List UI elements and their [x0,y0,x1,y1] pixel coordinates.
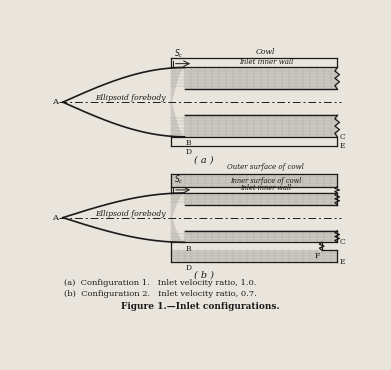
Text: Inner surface of cowl: Inner surface of cowl [230,177,301,185]
Text: B: B [186,245,192,253]
Text: Cowl: Cowl [256,48,276,56]
Text: A: A [52,98,58,106]
Text: Inlet inner wall: Inlet inner wall [239,58,293,66]
Text: $S_c$: $S_c$ [174,174,184,186]
Text: (a)  Configuration 1.   Inlet velocity ratio, 1.0.: (a) Configuration 1. Inlet velocity rati… [65,279,257,287]
Polygon shape [171,250,337,262]
Text: (b)  Configuration 2.   Inlet velocity ratio, 0.7.: (b) Configuration 2. Inlet velocity rati… [65,290,257,298]
Text: E: E [339,258,345,266]
Text: B: B [186,139,192,147]
Text: Outer surface of cowl: Outer surface of cowl [228,164,304,171]
Text: A: A [52,213,58,222]
Text: C: C [339,133,345,141]
Text: Inlet inner wall: Inlet inner wall [240,184,292,192]
Text: F: F [314,252,319,259]
Polygon shape [171,218,337,242]
Text: E: E [339,142,345,150]
Text: D: D [186,264,192,272]
Text: Ellipsoid forebody: Ellipsoid forebody [95,94,165,102]
Polygon shape [171,67,337,102]
Polygon shape [171,102,337,137]
Polygon shape [171,193,337,218]
Text: C: C [339,238,345,246]
Text: Ellipsoid forebody: Ellipsoid forebody [95,210,165,218]
Text: ( a ): ( a ) [194,155,214,164]
Text: $S_c$: $S_c$ [174,47,184,60]
Text: ( b ): ( b ) [194,271,214,280]
Polygon shape [171,174,337,187]
Text: D: D [186,148,192,157]
Text: Figure 1.—Inlet configurations.: Figure 1.—Inlet configurations. [121,302,279,311]
